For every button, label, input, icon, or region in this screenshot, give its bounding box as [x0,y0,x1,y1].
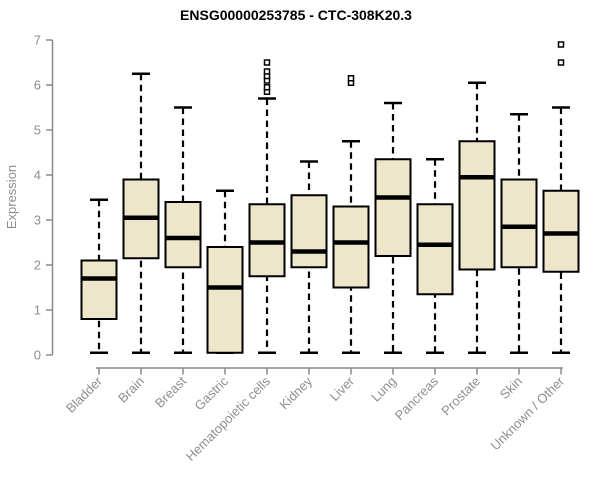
boxplot-prostate [458,81,496,355]
outlier-point [557,59,565,66]
box [374,158,412,257]
boxplot-skin [500,112,538,355]
boxplot-pancreas [416,157,454,355]
outlier-point [263,59,271,66]
boxplot-gastric [206,189,244,355]
y-axis-title: Expression [4,165,19,229]
boxplot-kidney [290,160,328,355]
y-axis-tick-label: 6 [34,78,41,93]
x-axis-category-label: Breast [152,373,189,410]
box [500,178,538,269]
x-axis-category-label: Gastric [191,373,231,413]
x-axis-category-label: Unknown / Other [488,373,568,453]
x-axis-category-label: Bladder [63,373,106,416]
box [458,140,496,271]
boxplot-lung [374,101,412,355]
y-axis-tick-label: 4 [34,168,41,183]
boxplot-unknown-other [542,41,580,355]
x-axis-category-label: Pancreas [392,373,442,423]
y-axis-tick-label: 7 [34,33,41,48]
box [206,246,244,354]
y-axis-tick-label: 2 [34,258,41,273]
y-axis-tick-label: 1 [34,303,41,318]
y-axis-tick-label: 5 [34,123,41,138]
chart-title: ENSG00000253785 - CTC-308K20.3 [180,7,412,23]
x-axis-category-label: Kidney [276,373,315,412]
x-axis-category-label: Brain [115,374,147,406]
outlier-point [263,84,271,91]
x-axis-category-label: Liver [327,373,358,404]
box [80,259,118,320]
boxplot-bladder [80,198,118,355]
y-axis-tick-label: 0 [34,348,41,363]
box [290,194,328,269]
outlier-point [557,41,565,48]
box [332,205,370,289]
boxplot-breast [164,106,202,355]
boxplot-liver [332,75,370,355]
x-axis-category-label: Lung [368,374,399,405]
boxplot-brain [122,72,160,355]
x-axis-category-label: Prostate [438,374,483,419]
outlier-point [263,68,271,75]
x-axis-category-label: Skin [497,374,525,402]
y-axis-tick-label: 3 [34,213,41,228]
boxplot-hematopoietic-cells [248,59,286,355]
outlier-point [347,75,355,82]
box [416,203,454,296]
box [164,201,202,269]
